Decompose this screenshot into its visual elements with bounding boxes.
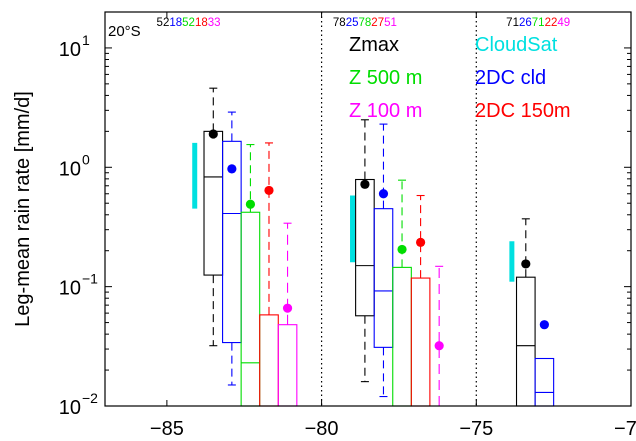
count-value: 18 bbox=[195, 17, 208, 29]
corner-label: 20°S bbox=[108, 23, 141, 40]
mean-dot bbox=[378, 189, 389, 199]
legend-entry-1: Z 500 m bbox=[349, 67, 422, 89]
count-value: 52 bbox=[157, 17, 170, 29]
mean-dot bbox=[521, 259, 531, 269]
count-value: 52 bbox=[182, 17, 195, 29]
mean-dot bbox=[227, 164, 237, 174]
mean-dot bbox=[282, 303, 293, 313]
count-value: 22 bbox=[545, 17, 558, 29]
plot-area: 20°S 5218521833 7825782751 7126712249ZmaxZ … bbox=[12, 11, 636, 440]
legend-entry-0: Zmax bbox=[349, 34, 399, 56]
mean-dot bbox=[397, 244, 407, 255]
y-tick-label-exponent: 0 bbox=[82, 151, 90, 167]
mean-dot bbox=[208, 129, 218, 139]
box-2dc-cld-2 bbox=[534, 320, 555, 407]
count-value: 78 bbox=[359, 17, 372, 29]
box-z-100-m-1 bbox=[434, 265, 444, 406]
count-label-group-0: 5218521833 bbox=[157, 17, 221, 29]
plot-background bbox=[105, 12, 631, 406]
y-axis-label: Leg-mean rain rate [mm/d] bbox=[12, 91, 34, 327]
mean-dot bbox=[416, 237, 426, 247]
count-value: 27 bbox=[371, 17, 384, 29]
count-value: 78 bbox=[333, 17, 346, 29]
count-label-group-2: 7126712249 bbox=[506, 17, 570, 29]
x-tick-label: −70 bbox=[614, 418, 636, 440]
legend-entry-3: CloudSat bbox=[475, 34, 558, 56]
x-tick-label: −75 bbox=[459, 418, 493, 440]
box-zmax-2 bbox=[515, 218, 536, 407]
count-value: 71 bbox=[506, 17, 519, 29]
box-2dc-cld-1 bbox=[373, 123, 394, 398]
legend-entry-5: 2DC 150m bbox=[475, 100, 571, 122]
mean-dot bbox=[539, 320, 549, 330]
y-tick-label-exponent: 1 bbox=[82, 32, 90, 48]
box-z-100-m-0 bbox=[277, 222, 298, 407]
box-2dc-150m-1 bbox=[410, 194, 431, 407]
x-tick-label: −80 bbox=[305, 418, 339, 440]
count-value: 33 bbox=[208, 17, 221, 29]
y-tick-label-exponent: −2 bbox=[82, 390, 98, 406]
plot-frame bbox=[104, 11, 632, 407]
count-value: 18 bbox=[169, 17, 182, 29]
legend-entry-2: Z 100 m bbox=[349, 100, 422, 122]
count-value: 25 bbox=[346, 17, 359, 29]
y-tick-label: 10 bbox=[59, 158, 81, 180]
x-tick-label: −85 bbox=[150, 418, 184, 440]
legend-entry-4: 2DC cld bbox=[475, 67, 546, 89]
mean-dot bbox=[434, 341, 444, 351]
count-value: 26 bbox=[519, 17, 532, 29]
mean-dot bbox=[360, 179, 370, 189]
y-tick-label: 10 bbox=[59, 278, 81, 300]
mean-dot bbox=[245, 199, 256, 209]
count-value: 51 bbox=[384, 17, 397, 29]
y-tick-label: 10 bbox=[59, 39, 81, 61]
mean-dot bbox=[264, 185, 274, 196]
count-value: 49 bbox=[557, 17, 570, 29]
y-tick-label: 10 bbox=[59, 397, 81, 419]
count-value: 71 bbox=[532, 17, 545, 29]
y-tick-label-exponent: −1 bbox=[82, 271, 98, 287]
count-label-group-1: 7825782751 bbox=[333, 17, 397, 29]
